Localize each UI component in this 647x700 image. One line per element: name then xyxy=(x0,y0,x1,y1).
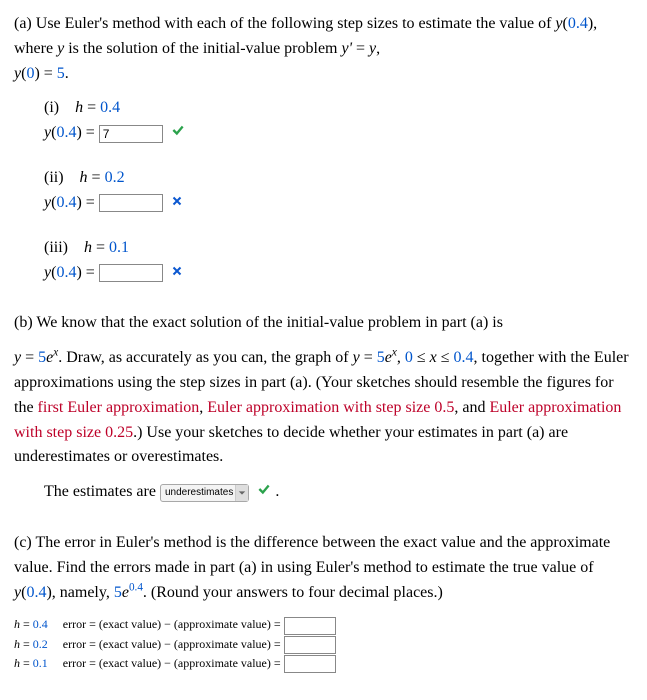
eq: = xyxy=(40,65,57,82)
error-row-1: h = 0.4 error = (exact value) − (approxi… xyxy=(14,615,633,634)
le: ≤ xyxy=(437,349,454,366)
subpart-ii: (ii) h = 0.2 y(0.4) = xyxy=(14,166,633,216)
coef: 5 xyxy=(377,349,385,366)
check-icon xyxy=(257,480,271,505)
text: is the solution of the initial-value pro… xyxy=(64,40,341,57)
y-label: y xyxy=(44,194,51,211)
exp: 0.4 xyxy=(129,581,143,593)
answer-post: . xyxy=(275,483,279,500)
h-label: h xyxy=(80,169,88,186)
y-arg: 0.4 xyxy=(56,194,76,211)
e: e xyxy=(122,584,129,601)
y-label: y xyxy=(44,264,51,281)
part-c-body: (c) The error in Euler's method is the d… xyxy=(14,531,633,605)
text: . (Round your answers to four decimal pl… xyxy=(143,584,443,601)
error-row-3: h = 0.1 error = (exact value) − (approxi… xyxy=(14,654,633,673)
check-icon xyxy=(171,121,185,146)
part-b-intro: (b) We know that the exact solution of t… xyxy=(14,311,633,336)
h-value: 0.1 xyxy=(33,656,48,670)
y-arg: 0.4 xyxy=(56,124,76,141)
eq: = xyxy=(86,124,99,141)
h-value: 0.2 xyxy=(33,637,48,651)
estimate-dropdown[interactable]: underestimates xyxy=(160,484,249,502)
error-expr: error = (exact value) − (approximate val… xyxy=(63,617,281,631)
text: , and xyxy=(454,399,489,416)
error-expr: error = (exact value) − (approximate val… xyxy=(63,637,281,651)
eq: = xyxy=(352,40,369,57)
h-value: 0.2 xyxy=(105,169,125,186)
link-euler-05[interactable]: Euler approximation with step size 0.5 xyxy=(207,399,454,416)
y-label: y xyxy=(44,124,51,141)
h-label: h xyxy=(75,99,83,116)
error-expr: error = (exact value) − (approximate val… xyxy=(63,656,281,670)
text: (b) We know that the exact solution of t… xyxy=(14,314,503,331)
h-value: 0.1 xyxy=(109,239,129,256)
dom-x: x xyxy=(430,349,437,366)
eq: = xyxy=(86,264,99,281)
text: (c) The error in Euler's method is the d… xyxy=(14,534,610,576)
eq: = xyxy=(20,656,33,670)
answer-input-i[interactable] xyxy=(99,125,163,143)
coef: 5 xyxy=(114,584,122,601)
g-y: y xyxy=(353,349,360,366)
answer-input-ii[interactable] xyxy=(99,194,163,212)
roman: (ii) xyxy=(44,169,64,186)
eq: = xyxy=(20,637,33,651)
comma: , xyxy=(376,40,380,57)
text: . Draw, as accurately as you can, the gr… xyxy=(58,349,352,366)
eq: = xyxy=(92,169,105,186)
eq: = xyxy=(21,349,38,366)
text: (a) Use Euler's method with each of the … xyxy=(14,15,555,32)
y-arg: 0.4 xyxy=(26,584,46,601)
error-input-h01[interactable] xyxy=(284,655,336,673)
eq: = xyxy=(87,99,100,116)
roman: (iii) xyxy=(44,239,68,256)
var-y: y xyxy=(555,15,562,32)
y-label: y xyxy=(14,584,21,601)
answer-pre: The estimates are xyxy=(44,483,160,500)
num: 0.4 xyxy=(568,15,588,32)
x-icon xyxy=(171,191,183,216)
eq: = xyxy=(86,194,99,211)
error-input-h02[interactable] xyxy=(284,636,336,654)
eq: = xyxy=(20,617,33,631)
comma: , xyxy=(397,349,405,366)
le: ≤ xyxy=(413,349,430,366)
subpart-iii: (iii) h = 0.1 y(0.4) = xyxy=(14,236,633,286)
link-first-euler[interactable]: first Euler approximation xyxy=(38,399,200,416)
h-value: 0.4 xyxy=(100,99,120,116)
x-icon xyxy=(171,261,183,286)
dom-lo: 0 xyxy=(405,349,413,366)
h-label: h xyxy=(84,239,92,256)
ivp-lhs: y' xyxy=(341,40,352,57)
dropdown-label: underestimates xyxy=(165,485,235,501)
error-input-h04[interactable] xyxy=(284,617,336,635)
chevron-down-icon xyxy=(235,485,248,501)
part-b-answer-line: The estimates are underestimates . xyxy=(14,480,633,505)
coef: 5 xyxy=(38,349,46,366)
num: 5 xyxy=(57,65,65,82)
period: . xyxy=(65,65,69,82)
dom-hi: 0.4 xyxy=(454,349,474,366)
eq: = xyxy=(96,239,109,256)
subpart-i: (i) h = 0.4 y(0.4) = xyxy=(14,96,633,146)
answer-input-iii[interactable] xyxy=(99,264,163,282)
part-b-body: y = 5ex. Draw, as accurately as you can,… xyxy=(14,346,633,470)
e: e xyxy=(385,349,392,366)
roman: (i) xyxy=(44,99,59,116)
part-a-intro: (a) Use Euler's method with each of the … xyxy=(14,12,633,86)
y-arg: 0.4 xyxy=(56,264,76,281)
eq: = xyxy=(360,349,377,366)
text: , namely, xyxy=(52,584,114,601)
h-value: 0.4 xyxy=(33,617,48,631)
error-row-2: h = 0.2 error = (exact value) − (approxi… xyxy=(14,635,633,654)
